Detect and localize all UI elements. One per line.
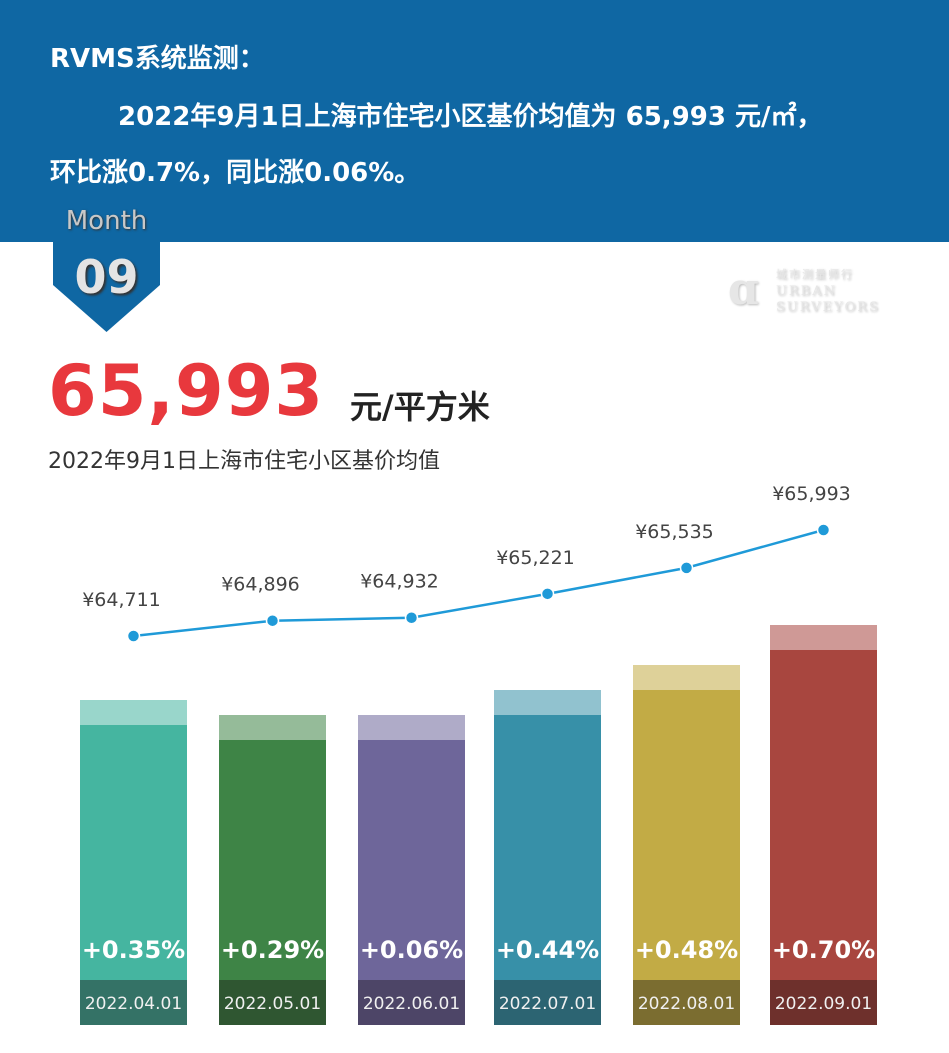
bar-2022.07.01 xyxy=(494,715,601,1025)
price-label: ¥64,932 xyxy=(360,571,439,593)
month-label: Month xyxy=(65,206,148,236)
change-label: +0.44% xyxy=(496,936,599,964)
construction-silhouette-icon xyxy=(358,715,465,740)
headline-caption: 2022年9月1日上海市住宅小区基价均值 xyxy=(48,449,440,474)
headline-unit: 元/平方米 xyxy=(350,388,490,426)
price-point xyxy=(540,587,555,601)
price-label: ¥64,711 xyxy=(82,589,161,611)
date-label: 2022.06.01 xyxy=(363,994,460,1014)
price-line xyxy=(133,528,824,638)
change-label: +0.35% xyxy=(82,936,185,964)
date-label: 2022.09.01 xyxy=(775,994,872,1014)
date-band xyxy=(358,980,465,1025)
date-band xyxy=(633,980,740,1025)
change-label: +0.48% xyxy=(635,936,738,964)
month-number: 09 xyxy=(74,250,139,304)
header-banner: RVMS系统监测： 2022年9月1日上海市住宅小区基价均值为 65,993 元… xyxy=(0,0,949,242)
bar-2022.09.01 xyxy=(770,650,877,1025)
date-label: 2022.05.01 xyxy=(224,994,321,1014)
construction-silhouette-icon xyxy=(80,700,187,725)
date-band xyxy=(770,980,877,1025)
price-point xyxy=(679,561,694,575)
construction-silhouette-icon xyxy=(633,665,740,690)
change-label: +0.29% xyxy=(221,936,324,964)
bar-2022.08.01 xyxy=(633,690,740,1025)
date-band xyxy=(80,980,187,1025)
price-point xyxy=(126,629,141,643)
bar-2022.04.01 xyxy=(80,725,187,1025)
bar-2022.05.01 xyxy=(219,740,326,1025)
date-label: 2022.07.01 xyxy=(499,994,596,1014)
date-band xyxy=(219,980,326,1025)
header-change: 环比涨0.7%，同比涨0.06%。 xyxy=(50,158,421,188)
price-point xyxy=(816,523,831,537)
logo-mark-icon: ɑ xyxy=(728,264,759,315)
price-label: ¥64,896 xyxy=(221,574,300,596)
price-point xyxy=(265,613,280,628)
date-label: 2022.04.01 xyxy=(85,994,182,1014)
headline-value: 65,993 xyxy=(48,350,325,432)
date-label: 2022.08.01 xyxy=(638,994,735,1014)
price-label: ¥65,221 xyxy=(496,547,575,569)
price-label: ¥65,993 xyxy=(772,483,851,505)
header-title: RVMS系统监测： xyxy=(50,44,265,74)
change-label: +0.70% xyxy=(772,936,875,964)
header-summary: 2022年9月1日上海市住宅小区基价均值为 65,993 元/㎡， xyxy=(118,102,823,132)
construction-silhouette-icon xyxy=(770,625,877,650)
construction-silhouette-icon xyxy=(494,690,601,715)
price-point xyxy=(404,610,419,625)
price-label: ¥65,535 xyxy=(635,521,714,543)
change-label: +0.06% xyxy=(360,936,463,964)
bar-2022.06.01 xyxy=(358,740,465,1025)
construction-silhouette-icon xyxy=(219,715,326,740)
date-band xyxy=(494,980,601,1025)
